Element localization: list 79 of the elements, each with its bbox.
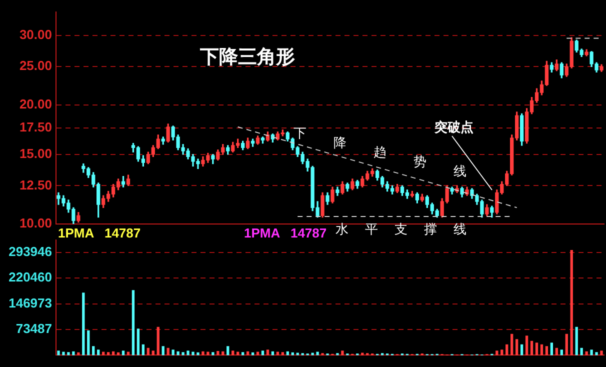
bar bbox=[182, 352, 184, 356]
bar bbox=[126, 352, 130, 356]
bar bbox=[515, 339, 518, 356]
bar bbox=[496, 350, 498, 356]
bar bbox=[530, 340, 534, 356]
bar bbox=[152, 350, 154, 356]
bar bbox=[232, 350, 234, 356]
bar bbox=[590, 350, 593, 356]
bar bbox=[82, 292, 85, 356]
y-tick-label: 25.00 bbox=[19, 58, 52, 74]
bar bbox=[341, 350, 344, 356]
bar bbox=[62, 352, 65, 356]
bar bbox=[575, 326, 578, 356]
bar bbox=[535, 342, 538, 356]
bar bbox=[565, 334, 568, 356]
bar bbox=[106, 352, 110, 356]
bar bbox=[122, 350, 125, 356]
bar bbox=[192, 352, 194, 356]
bar bbox=[241, 352, 244, 356]
bar bbox=[585, 351, 588, 356]
bar bbox=[261, 350, 264, 356]
bar bbox=[570, 250, 573, 356]
bar bbox=[236, 352, 240, 356]
bar bbox=[156, 326, 160, 356]
bar bbox=[256, 352, 260, 356]
bar bbox=[132, 290, 135, 356]
y-tick-label: 12.50 bbox=[19, 177, 52, 192]
bar bbox=[176, 351, 180, 356]
annotation: 1PMA 14787 bbox=[244, 226, 327, 241]
y-tick-label: 20.00 bbox=[19, 96, 52, 112]
bar bbox=[186, 350, 190, 356]
bar bbox=[520, 344, 524, 356]
bar bbox=[97, 350, 100, 356]
bar bbox=[506, 344, 508, 356]
bar bbox=[162, 346, 164, 356]
bar bbox=[142, 344, 145, 356]
bar bbox=[580, 348, 583, 356]
bar bbox=[540, 344, 544, 356]
bar bbox=[600, 350, 603, 356]
bar bbox=[555, 348, 558, 356]
bar bbox=[102, 352, 105, 356]
bar bbox=[316, 352, 319, 356]
y-tick-label: 10.00 bbox=[19, 216, 52, 231]
bar bbox=[172, 350, 174, 356]
y-tick-label: 220460 bbox=[8, 270, 52, 285]
bar bbox=[202, 351, 204, 356]
bar bbox=[72, 351, 75, 356]
y-tick-label: 30.00 bbox=[19, 26, 52, 42]
bar bbox=[136, 328, 140, 356]
bar bbox=[226, 346, 230, 356]
bar bbox=[276, 352, 280, 356]
bar bbox=[560, 350, 563, 356]
bar bbox=[212, 352, 214, 356]
bar bbox=[595, 352, 598, 356]
bar bbox=[196, 352, 200, 356]
bar bbox=[545, 346, 548, 356]
bar bbox=[510, 334, 514, 356]
bar bbox=[216, 351, 220, 356]
bar bbox=[266, 350, 270, 356]
y-tick-label: 73487 bbox=[16, 321, 52, 336]
bar bbox=[311, 352, 314, 356]
bar bbox=[206, 352, 210, 356]
text: 下降三角形 bbox=[199, 47, 295, 68]
bar bbox=[146, 348, 150, 356]
bar bbox=[67, 352, 70, 356]
y-tick-label: 15.00 bbox=[19, 146, 52, 161]
y-tick-label: 17.50 bbox=[19, 119, 52, 134]
bar bbox=[525, 336, 528, 356]
annotation: 1PMA 14787 bbox=[58, 226, 141, 241]
text: 水平支撑线 bbox=[336, 222, 466, 237]
bar bbox=[166, 348, 170, 356]
bar bbox=[281, 352, 284, 356]
y-tick-label: 146973 bbox=[8, 295, 52, 310]
bar bbox=[550, 342, 554, 356]
bar bbox=[57, 350, 60, 356]
bar bbox=[500, 350, 504, 356]
y-tick-label: 293946 bbox=[8, 244, 52, 259]
bar bbox=[87, 330, 90, 356]
bar bbox=[92, 346, 95, 356]
